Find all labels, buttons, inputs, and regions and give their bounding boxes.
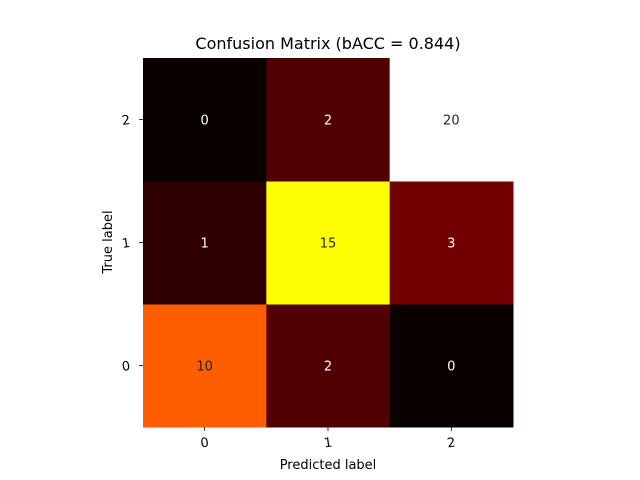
x-tick-label-1: 1 [323,435,333,451]
y-axis-ticks: 0 1 2 [121,113,143,375]
heatmap-cells [143,58,514,428]
cell-true-0-pred-2 [389,304,514,428]
cell-value-true-1-pred-2: 3 [447,237,455,252]
cell-value-true-0-pred-2: 0 [447,360,455,375]
x-tick-label-2: 2 [446,435,456,451]
cell-value-true-2-pred-0: 0 [201,114,209,129]
cell-true-2-pred-2 [389,58,514,182]
cell-true-2-pred-1 [266,58,391,182]
cell-true-0-pred-0 [143,304,267,428]
chart-title: Confusion Matrix (bACC = 0.844) [195,34,460,53]
cell-value-true-2-pred-1: 2 [324,114,332,129]
y-axis-label: True label [101,210,116,274]
y-tick-label-2: 2 [121,113,131,129]
cell-value-true-1-pred-0: 1 [201,237,209,252]
y-tick-label-0: 0 [121,359,131,375]
cell-true-1-pred-0 [143,181,267,305]
cell-true-0-pred-1 [266,304,391,428]
x-axis-label: Predicted label [280,458,377,473]
cell-value-true-0-pred-0: 10 [196,360,213,375]
x-axis-ticks: 0 1 2 [200,427,457,451]
y-tick-label-1: 1 [121,236,131,252]
cell-true-1-pred-2 [389,181,514,305]
cell-value-true-1-pred-1: 15 [320,237,337,252]
cell-true-1-pred-1 [266,181,391,305]
x-tick-label-0: 0 [200,435,210,451]
cell-value-true-2-pred-2: 20 [443,114,460,129]
cell-value-true-0-pred-1: 2 [324,360,332,375]
cell-true-2-pred-0 [143,58,267,182]
heatmap-cell-labels: 10 2 01 15 30 2 20 [196,114,459,375]
